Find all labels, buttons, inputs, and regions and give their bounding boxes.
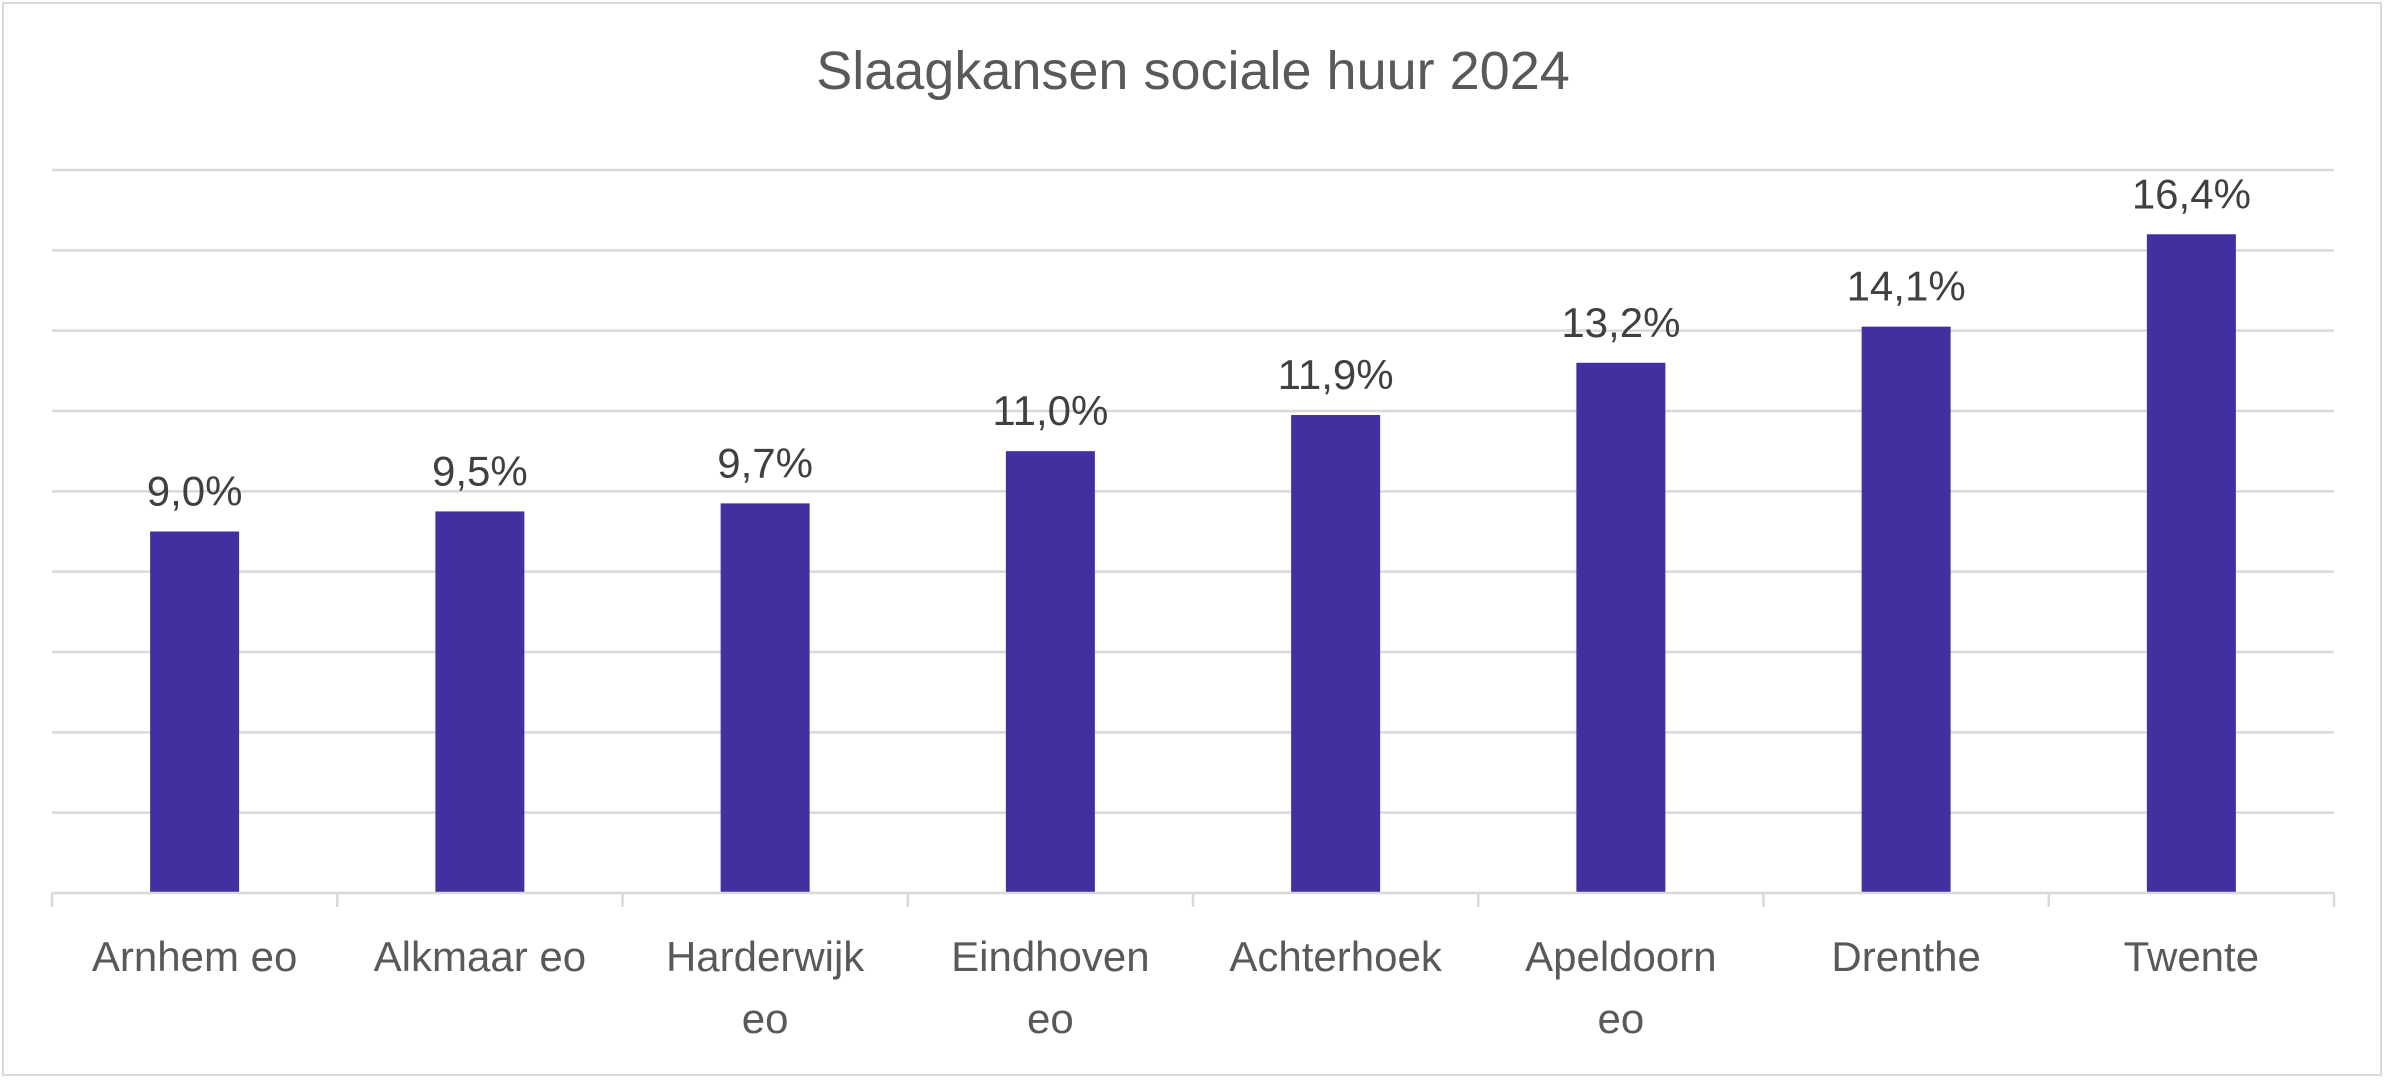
category-label: Drenthe [1831, 933, 1980, 980]
data-label: 11,0% [992, 387, 1108, 434]
bar [150, 531, 240, 893]
data-label: 14,1% [1847, 263, 1966, 310]
category-label-line: Drenthe [1831, 933, 1980, 980]
category-labels: Arnhem eo Alkmaar eo Harderwijk eoEindhoven… [92, 933, 2259, 1042]
gridlines [52, 168, 2334, 814]
category-label-line: eo [1027, 995, 1074, 1042]
category-label-line: Apeldoorn [1525, 933, 1716, 980]
data-label: 9,5% [432, 447, 528, 494]
data-label: 16,4% [2132, 170, 2251, 217]
category-label: Harderwijk eo [666, 933, 865, 1042]
bar [1291, 415, 1381, 893]
category-label-line: Harderwijk [666, 933, 865, 980]
data-label: 9,0% [147, 468, 243, 515]
bar [720, 503, 810, 893]
category-label-line: Twente [2124, 933, 2259, 980]
chart-title: Slaagkansen sociale huur 2024 [816, 41, 1570, 101]
category-label: Eindhoven eo [951, 933, 1150, 1042]
category-label: Achterhoek [1229, 933, 1442, 980]
data-label: 9,7% [717, 439, 813, 486]
bar [1576, 362, 1666, 893]
category-label-line: Achterhoek [1229, 933, 1442, 980]
bar [2146, 234, 2236, 893]
bar [435, 511, 525, 893]
category-label-line: eo [1598, 995, 1645, 1042]
bars [150, 234, 2236, 893]
data-labels: 9,0% 9,5% 9,7% 11,0% 11,9% 13,2% 14,1% 16,4% [147, 170, 2251, 514]
category-label-line: Alkmaar eo [374, 933, 586, 980]
category-label-line: eo [742, 995, 789, 1042]
data-label: 13,2% [1561, 299, 1680, 346]
bar [1005, 451, 1095, 893]
x-axis [50, 891, 2336, 907]
bar [1861, 326, 1951, 893]
category-label-line: Arnhem eo [92, 933, 297, 980]
data-label: 11,9% [1278, 351, 1394, 398]
category-label: Twente [2124, 933, 2259, 980]
category-label: Apeldoorn eo [1525, 933, 1716, 1042]
category-label: Alkmaar eo [374, 933, 586, 980]
category-label: Arnhem eo [92, 933, 297, 980]
category-label-line: Eindhoven [951, 933, 1150, 980]
